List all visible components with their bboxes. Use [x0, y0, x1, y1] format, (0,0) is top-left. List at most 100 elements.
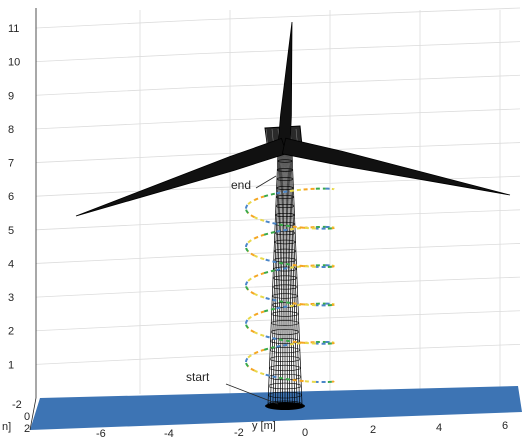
z-tick-label: 3 — [8, 292, 14, 304]
trajectory-segment — [289, 263, 304, 268]
tower-mesh-ring — [268, 382, 302, 390]
tower-mesh-line — [287, 151, 293, 405]
tower-mesh-line — [279, 151, 284, 405]
trajectory-segment — [263, 373, 277, 379]
trajectory-segment — [245, 356, 249, 363]
z-tick-label: 2 — [8, 326, 14, 338]
x-tick-label: 2 — [24, 423, 30, 435]
trajectory-segment — [289, 188, 304, 193]
trajectory-segment — [253, 292, 265, 299]
trajectory-segment — [331, 187, 335, 191]
y-tick-label: -4 — [164, 428, 174, 438]
grid-line-z — [35, 7, 521, 29]
z-tick-label: 7 — [8, 158, 14, 170]
trajectory-segment — [331, 342, 335, 345]
tower-mesh-ring — [277, 159, 293, 163]
trajectory-segment — [263, 345, 277, 351]
start-annotation: start — [186, 370, 210, 384]
tower-mesh-ring — [275, 212, 295, 218]
trajectory-segment — [253, 348, 265, 355]
x-tick-label: -2 — [12, 399, 22, 411]
trajectory-segment — [276, 337, 291, 343]
trajectory-segment — [253, 195, 265, 201]
tower-mesh-ring — [268, 391, 302, 399]
y-tick-label: 4 — [436, 422, 442, 434]
grid-line-z — [35, 343, 521, 365]
trajectory-segment — [331, 227, 335, 230]
trajectory-segment — [247, 365, 255, 372]
tower-mesh-line — [272, 151, 281, 405]
trajectory-segment — [276, 228, 291, 233]
trajectory-segment — [253, 331, 265, 337]
tower-mesh-line — [288, 151, 296, 405]
tower-mesh-ring — [269, 364, 301, 372]
x-tick-label: 0 — [24, 411, 30, 423]
trajectory-segment — [331, 303, 335, 307]
tower-mesh-ring — [272, 275, 298, 281]
trajectory-segment — [263, 192, 277, 198]
tower-mesh-ring — [270, 338, 300, 344]
trajectory-segment — [245, 285, 249, 291]
trajectory-segment — [245, 323, 249, 329]
tower-mesh-line — [289, 151, 298, 405]
grid-line-z — [35, 276, 521, 298]
trajectory-segment — [263, 230, 277, 236]
trajectory-segment — [303, 380, 316, 383]
tower-mesh-ring — [269, 347, 301, 353]
x-tick-labels: -202 — [12, 399, 30, 435]
trajectory-segment — [331, 380, 335, 383]
tower-base — [265, 402, 305, 410]
trajectory-segment — [303, 226, 316, 230]
tower-mesh-ring — [275, 204, 295, 208]
turbine-blade — [75, 137, 288, 217]
trajectory-segment — [245, 208, 249, 214]
trajectory-segment — [289, 301, 304, 306]
tower-mesh-line — [286, 151, 291, 405]
grid-line-z — [35, 74, 521, 96]
trajectory-segment — [303, 265, 316, 268]
trajectory-segment — [253, 254, 265, 261]
trajectory-segment — [289, 378, 304, 383]
trajectory-segment — [245, 246, 249, 253]
grid-line-z — [35, 41, 521, 63]
grid-line-z — [35, 310, 521, 332]
tower-mesh-ring — [275, 195, 295, 199]
tower-mesh-line — [277, 151, 283, 405]
trajectory-segment — [253, 216, 265, 222]
z-tick-label: 8 — [8, 124, 14, 136]
y-tick-label: -6 — [96, 428, 106, 438]
trajectory-segment — [245, 280, 249, 286]
back-wall-grid — [35, 7, 521, 394]
tower-mesh-ring — [270, 320, 300, 326]
trajectory-segment — [263, 258, 277, 264]
trajectory-segment — [303, 187, 316, 191]
turbine-blades — [75, 21, 511, 217]
trajectory-segment — [303, 303, 316, 307]
tower-mesh-ring — [273, 248, 297, 254]
tower-mesh-ring — [276, 186, 294, 190]
trajectory-segment — [276, 343, 291, 348]
trajectory-segment — [276, 305, 291, 310]
trajectory-segment — [245, 241, 249, 248]
trajectory-segment — [247, 275, 255, 282]
grid-line-z — [35, 108, 521, 130]
trajectory-segment — [247, 314, 255, 321]
trajectory-segment — [303, 341, 316, 345]
z-tick-label: 6 — [8, 191, 14, 203]
z-tick-labels: 1 2 3 4 5 6 7 8 9 10 11 — [8, 23, 20, 371]
trajectory-segment — [289, 340, 304, 344]
z-tick-label: 5 — [8, 225, 14, 237]
tower-mesh-line — [274, 151, 282, 405]
trajectory-segment — [247, 250, 255, 257]
z-tick-label: 11 — [8, 23, 19, 35]
trajectory-segment — [247, 199, 255, 205]
tower-mesh-line — [290, 151, 300, 405]
y-tick-label: 0 — [302, 427, 308, 438]
trajectory-segment — [276, 376, 291, 381]
trajectory-segment — [247, 288, 255, 295]
trajectory-segment — [253, 233, 265, 240]
tower-mesh-ring — [270, 329, 300, 335]
trajectory-segment — [289, 225, 304, 229]
trajectory-segment — [289, 341, 304, 346]
